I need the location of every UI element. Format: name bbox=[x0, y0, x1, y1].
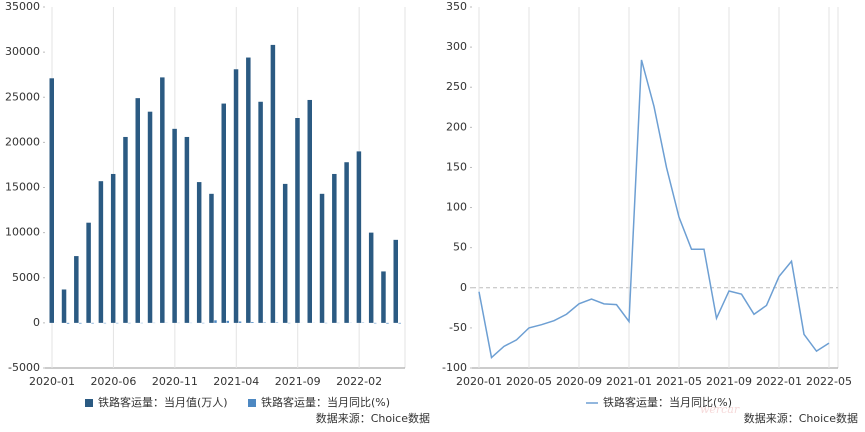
bar bbox=[246, 57, 251, 323]
bar bbox=[398, 322, 401, 324]
x-tick-label: 2020-06 bbox=[90, 375, 136, 388]
y-tick-label: 350 bbox=[446, 0, 467, 13]
x-tick-label: 2022-02 bbox=[336, 375, 382, 388]
x-tick-label: 2020-01 bbox=[29, 375, 75, 388]
y-tick-label: 50 bbox=[453, 241, 467, 254]
x-tick-label: 2020-09 bbox=[556, 375, 602, 388]
bar bbox=[295, 118, 300, 323]
x-tick-label: 2020-05 bbox=[506, 375, 552, 388]
legend-label: 铁路客运量：当月值(万人) bbox=[98, 395, 228, 409]
y-tick-label: 250 bbox=[446, 80, 467, 93]
x-tick-label: 2021-04 bbox=[213, 375, 259, 388]
bar bbox=[91, 322, 94, 324]
bar bbox=[214, 320, 217, 323]
y-tick-label: 15000 bbox=[5, 181, 40, 194]
y-tick-label: 150 bbox=[446, 160, 467, 173]
bar bbox=[79, 322, 82, 324]
bar bbox=[160, 77, 165, 323]
bar bbox=[251, 322, 254, 323]
bar bbox=[221, 103, 226, 323]
legend-swatch bbox=[248, 399, 256, 407]
bar bbox=[123, 136, 128, 323]
x-tick-label: 2022-01 bbox=[756, 375, 802, 388]
bar bbox=[226, 320, 229, 323]
bar bbox=[319, 193, 325, 323]
y-tick-label: -100 bbox=[442, 361, 467, 374]
bar bbox=[66, 322, 70, 324]
y-tick-label: 25000 bbox=[5, 90, 40, 103]
y-tick-label: 35000 bbox=[5, 0, 40, 13]
y-tick-label: 300 bbox=[446, 40, 467, 53]
bar bbox=[356, 151, 362, 323]
x-tick-label: 2021-09 bbox=[706, 375, 752, 388]
bar bbox=[386, 322, 389, 324]
watermark: wercar bbox=[700, 403, 740, 416]
bar bbox=[86, 222, 91, 323]
legend-swatch bbox=[85, 399, 93, 407]
bar bbox=[270, 44, 276, 323]
bar bbox=[74, 256, 79, 323]
bar bbox=[381, 271, 386, 323]
line-series bbox=[478, 59, 830, 360]
x-tick-label: 2020-01 bbox=[456, 375, 502, 388]
bar bbox=[332, 173, 337, 323]
source: 数据来源：Choice数据 bbox=[744, 411, 858, 425]
bar bbox=[147, 111, 153, 323]
bar bbox=[282, 183, 288, 323]
y-tick-label: 20000 bbox=[5, 135, 40, 148]
y-tick-label: 0 bbox=[33, 316, 40, 329]
x-tick-label: 2021-05 bbox=[656, 375, 702, 388]
bar bbox=[307, 99, 312, 323]
bar bbox=[209, 193, 214, 323]
bar bbox=[172, 128, 177, 323]
bar bbox=[258, 101, 263, 323]
bar bbox=[373, 322, 377, 324]
bar bbox=[233, 69, 239, 323]
source: 数据来源：Choice数据 bbox=[316, 411, 430, 425]
bar bbox=[135, 98, 140, 323]
bar bbox=[98, 181, 104, 323]
bar bbox=[61, 289, 67, 323]
x-tick-label: 2020-11 bbox=[152, 375, 198, 388]
y-tick-label: 10000 bbox=[5, 226, 40, 239]
x-tick-label: 2022-05 bbox=[806, 375, 852, 388]
bar bbox=[393, 239, 398, 323]
x-tick-label: 2021-09 bbox=[275, 375, 321, 388]
bar bbox=[184, 136, 190, 323]
bar bbox=[110, 173, 116, 323]
bar bbox=[238, 321, 242, 323]
bar bbox=[344, 162, 349, 323]
y-tick-label: 200 bbox=[446, 120, 467, 133]
legend-label: 铁路客运量：当月同比(%) bbox=[261, 395, 390, 409]
y-tick-label: -5000 bbox=[8, 361, 40, 374]
y-tick-label: 100 bbox=[446, 201, 467, 214]
bar bbox=[49, 78, 54, 323]
y-tick-label: 0 bbox=[460, 281, 467, 294]
legend-label: 铁路客运量：当月同比(%) bbox=[603, 395, 732, 409]
bar bbox=[196, 182, 202, 323]
y-tick-label: 30000 bbox=[5, 45, 40, 58]
y-tick-label: -50 bbox=[449, 321, 467, 334]
bar bbox=[368, 232, 374, 323]
y-tick-label: 5000 bbox=[12, 271, 40, 284]
x-tick-label: 2021-01 bbox=[606, 375, 652, 388]
